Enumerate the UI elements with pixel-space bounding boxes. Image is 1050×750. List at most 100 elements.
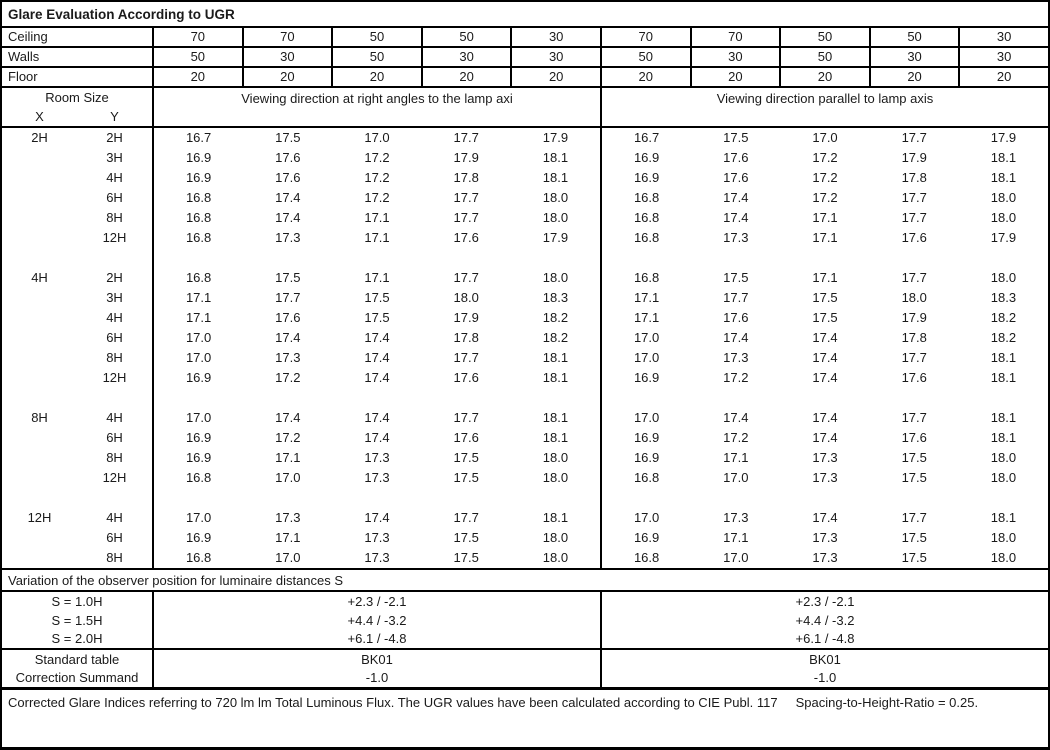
ugr-value — [511, 388, 600, 408]
ugr-value — [600, 248, 691, 268]
ugr-value: 17.1 — [812, 230, 838, 245]
ugr-row: 6H 16.8 17.4 17.2 17.7 18.0 16.8 17.4 17… — [2, 188, 1048, 208]
ugr-value: 17.7 — [453, 190, 479, 205]
summary-label: Correction Summand — [2, 668, 154, 687]
reflectance-value: 20 — [958, 68, 1048, 86]
ugr-value: 17.4 — [812, 430, 838, 445]
ugr-value: 17.7 — [453, 130, 479, 145]
room-y: 6H — [106, 430, 123, 445]
ugr-value: 18.1 — [990, 150, 1017, 165]
ugr-value: 17.5 — [723, 270, 749, 285]
ugr-value: 17.0 — [185, 510, 212, 525]
ugr-value: 18.1 — [542, 170, 569, 185]
reflectance-value: 20 — [331, 68, 421, 86]
room-x — [2, 388, 77, 408]
reflectance-value: 50 — [868, 28, 959, 46]
summary-value-right: BK01 — [600, 650, 1048, 669]
ugr-value: 17.7 — [275, 290, 301, 305]
ugr-value: 16.8 — [185, 470, 212, 485]
ugr-value: 16.7 — [185, 130, 212, 145]
ugr-value: 16.9 — [600, 168, 691, 188]
ugr-row: 12H 16.8 17.0 17.3 17.5 18.0 16.8 17.0 1… — [2, 468, 1048, 488]
ugr-value — [511, 488, 600, 508]
s-correction-left: +6.1 / -4.8 — [347, 631, 407, 647]
ugr-value: 17.5 — [364, 290, 390, 305]
ugr-value: 17.7 — [901, 350, 927, 365]
ugr-value: 17.5 — [901, 550, 927, 565]
reflectance-value: 30 — [510, 28, 600, 46]
ugr-value: 16.8 — [600, 188, 691, 208]
room-x — [2, 248, 77, 268]
room-x — [2, 348, 77, 368]
ugr-value: 17.1 — [185, 310, 212, 325]
surface-label: Ceiling — [2, 28, 154, 46]
room-y: 2H — [106, 270, 123, 285]
ugr-value: 18.1 — [990, 170, 1017, 185]
surface-rows: Ceiling 70 70 50 50 30 70 70 50 50 30 Wa… — [2, 28, 1048, 88]
ugr-value: 16.8 — [600, 548, 691, 568]
ugr-value: 17.4 — [364, 370, 390, 385]
ugr-value: 17.4 — [723, 210, 749, 225]
reflectance-value: 50 — [331, 48, 421, 66]
reflectance-value: 30 — [420, 48, 511, 66]
reflectance-value: 30 — [689, 48, 780, 66]
room-x — [2, 468, 77, 488]
room-y: 4H — [106, 510, 123, 525]
ugr-value: 18.0 — [542, 470, 569, 485]
ugr-value: 17.1 — [812, 210, 838, 225]
ugr-value: 17.2 — [364, 150, 390, 165]
room-y: 8H — [106, 550, 123, 565]
ugr-value: 17.7 — [453, 210, 479, 225]
ugr-value: 17.9 — [542, 130, 569, 145]
ugr-value — [959, 388, 1048, 408]
ugr-value: 17.5 — [901, 470, 927, 485]
ugr-row: 8H 16.8 17.0 17.3 17.5 18.0 16.8 17.0 17… — [2, 548, 1048, 568]
room-y: 6H — [106, 330, 123, 345]
ugr-value: 17.1 — [275, 450, 301, 465]
s-correction-right: +6.1 / -4.8 — [600, 629, 1048, 649]
reflectance-value: 30 — [241, 48, 332, 66]
room-y — [77, 388, 152, 408]
ugr-value: 18.1 — [990, 410, 1017, 425]
ugr-value: 17.4 — [812, 350, 838, 365]
ugr-value: 17.7 — [453, 270, 479, 285]
ugr-value: 17.6 — [723, 170, 749, 185]
ugr-value: 17.4 — [812, 370, 838, 385]
reflectance-value: 20 — [689, 68, 780, 86]
ugr-value — [332, 248, 421, 268]
ugr-value: 17.9 — [901, 310, 927, 325]
ugr-value: 16.9 — [600, 148, 691, 168]
ugr-value: 18.0 — [990, 270, 1017, 285]
ugr-row: 2H 2H 16.7 17.5 17.0 17.7 17.9 16.7 17.5… — [2, 128, 1048, 148]
ugr-value: 17.6 — [901, 370, 927, 385]
ugr-value: 17.5 — [812, 310, 838, 325]
ugr-value: 17.4 — [723, 190, 749, 205]
ugr-value: 18.1 — [542, 510, 569, 525]
ugr-row — [2, 388, 1048, 408]
room-x — [2, 168, 77, 188]
ugr-row: 8H 16.8 17.4 17.1 17.7 18.0 16.8 17.4 17… — [2, 208, 1048, 228]
ugr-value: 17.6 — [275, 170, 301, 185]
room-y: 8H — [106, 350, 123, 365]
ugr-row: 6H 16.9 17.1 17.3 17.5 18.0 16.9 17.1 17… — [2, 528, 1048, 548]
ugr-value — [154, 248, 243, 268]
ugr-value — [780, 248, 869, 268]
reflectance-value: 20 — [510, 68, 600, 86]
ugr-value: 17.3 — [812, 530, 838, 545]
room-y: 12H — [102, 470, 127, 485]
ugr-value: 16.9 — [185, 430, 212, 445]
ugr-value — [959, 248, 1048, 268]
ugr-value: 17.4 — [275, 410, 301, 425]
reflectance-value: 20 — [779, 68, 869, 86]
ugr-value: 16.8 — [600, 468, 691, 488]
ugr-value: 18.1 — [990, 510, 1017, 525]
reflectance-value: 50 — [779, 48, 869, 66]
ugr-row: 12H 16.9 17.2 17.4 17.6 18.1 16.9 17.2 1… — [2, 368, 1048, 388]
ugr-value: 17.4 — [812, 410, 838, 425]
room-size-label: Room Size — [45, 90, 109, 105]
ugr-value: 18.1 — [542, 150, 569, 165]
ugr-row — [2, 248, 1048, 268]
ugr-value: 17.6 — [723, 310, 749, 325]
ugr-value: 17.2 — [364, 170, 390, 185]
